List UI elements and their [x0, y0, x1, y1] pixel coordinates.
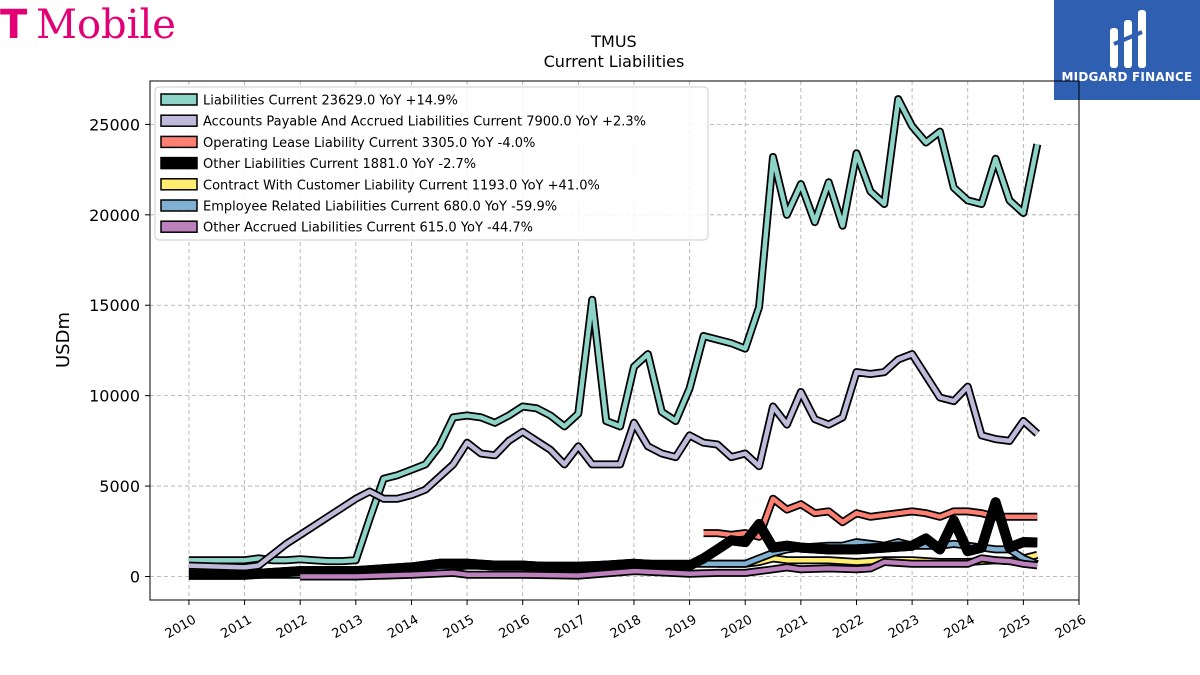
legend-entry-4: Contract With Customer Liability Current…	[203, 178, 600, 193]
x-tick-label: 2017	[552, 612, 588, 642]
legend-swatch-5	[160, 199, 198, 212]
series-line-2	[703, 496, 1038, 539]
y-tick-label: 5000	[99, 477, 140, 496]
x-tick-label: 2024	[942, 612, 978, 642]
x-tick-label: 2011	[218, 612, 254, 642]
t-mobile-logo-word: Mobile	[36, 2, 176, 48]
x-tick-label: 2020	[719, 612, 755, 642]
y-tick-label: 15000	[89, 296, 140, 315]
legend-entry-1: Accounts Payable And Accrued Liabilities…	[203, 115, 646, 130]
x-tick-label: 2016	[497, 612, 533, 642]
midgard-finance-text: MIDGARD FINANCE	[1061, 70, 1193, 84]
x-tick-label: 2025	[997, 612, 1033, 642]
series-line-6	[300, 556, 1038, 579]
midgard-logo-icon	[1110, 10, 1146, 68]
series-lines	[188, 95, 1042, 581]
y-axis-ticks: 0 5000 10000 15000 20000 25000	[89, 115, 150, 586]
legend: Liabilities Current 23629.0 YoY +14.9% Ac…	[154, 86, 709, 241]
series-line-1	[188, 351, 1039, 570]
x-tick-label: 2019	[663, 612, 699, 642]
chart-title: TMUS	[590, 32, 636, 51]
legend-box	[154, 86, 709, 241]
legend-entry-6: Other Accrued Liabilities Current 615.0 …	[203, 221, 533, 236]
x-tick-label: 2023	[886, 612, 922, 642]
x-tick-label: 2022	[830, 612, 866, 642]
legend-entry-3: Other Liabilities Current 1881.0 YoY -2.…	[203, 157, 476, 172]
t-mobile-logo: T Mobile	[0, 2, 176, 48]
y-tick-label: 25000	[89, 115, 140, 134]
series-line-3	[188, 497, 1038, 580]
legend-swatch-6	[160, 220, 198, 233]
x-tick-label: 2026	[1053, 612, 1089, 642]
series-line-0	[188, 96, 1040, 564]
legend-swatch-1	[160, 114, 198, 127]
y-axis-label: USDm	[53, 312, 74, 368]
series-outline-1	[188, 350, 1040, 572]
x-axis-ticks: 2010 2011 2012 2013 2014 2015 2016 2017 2018 2019…	[163, 600, 1089, 642]
legend-entry-2: Operating Lease Liability Current 3305.0…	[203, 136, 535, 151]
legend-swatch-3	[160, 156, 198, 170]
legend-entry-5: Employee Related Liabilities Current 680…	[203, 200, 557, 215]
legend-swatch-4	[160, 178, 198, 191]
t-mobile-logo-t: T	[0, 2, 28, 48]
x-tick-label: 2021	[775, 612, 811, 642]
midgard-finance-badge: MIDGARD FINANCE	[1054, 0, 1200, 100]
legend-entry-0: Liabilities Current 23629.0 YoY +14.9%	[203, 94, 458, 109]
legend-swatch-2	[160, 135, 198, 149]
x-tick-label: 2015	[441, 612, 477, 642]
plot-frame	[149, 80, 1080, 601]
x-tick-label: 2014	[385, 612, 421, 642]
y-tick-label: 20000	[89, 206, 140, 225]
x-tick-label: 2010	[163, 612, 199, 642]
x-tick-label: 2018	[608, 612, 644, 642]
chart-subtitle: Current Liabilities	[544, 52, 685, 71]
x-tick-label: 2013	[330, 612, 366, 642]
legend-swatch-0	[160, 93, 198, 106]
y-tick-label: 10000	[89, 387, 140, 406]
x-tick-label: 2012	[274, 612, 310, 642]
y-tick-label: 0	[130, 567, 140, 586]
